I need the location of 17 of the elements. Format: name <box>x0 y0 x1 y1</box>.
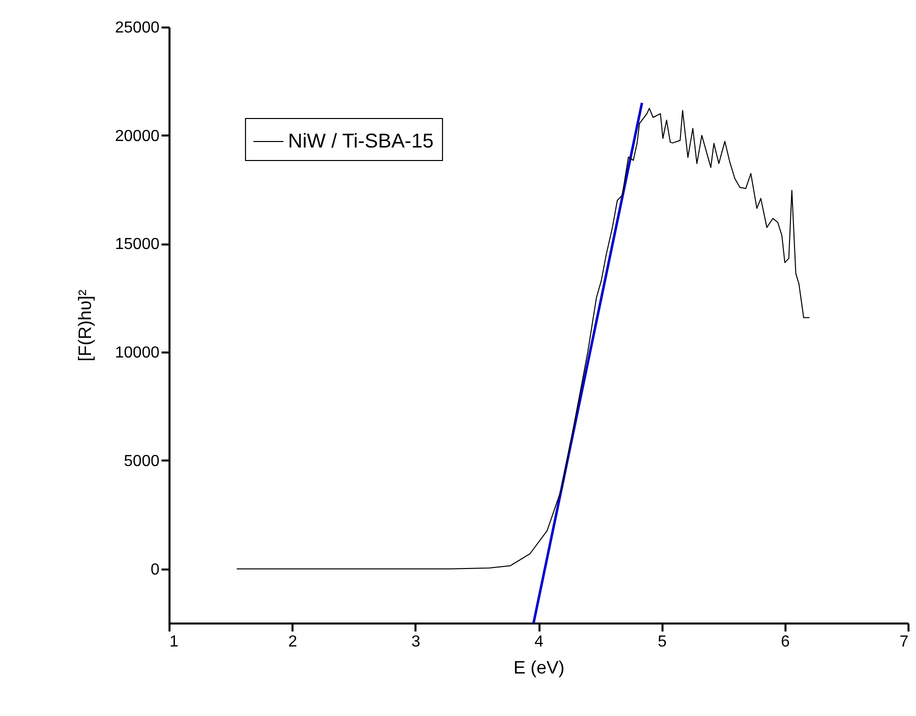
y-tick-label: 5000 <box>124 452 160 470</box>
x-tick-label: 7 <box>900 634 909 650</box>
y-tick-label: 25000 <box>115 20 160 36</box>
y-tick-label: 0 <box>150 561 160 578</box>
x-tick-label: 2 <box>288 634 298 650</box>
x-tick-label: 6 <box>780 634 790 650</box>
x-tick-label: 4 <box>534 634 544 650</box>
line-series <box>236 108 810 570</box>
y-tick-label: 20000 <box>115 128 160 145</box>
y-tick-label: 15000 <box>115 236 160 254</box>
x-axis-title: E (eV) <box>513 658 565 678</box>
x-tick-label: 3 <box>411 634 420 650</box>
legend-label: NiW / Ti-SBA-15 <box>288 130 434 152</box>
y-tick-label: 10000 <box>115 344 160 362</box>
y-axis-title: [F(R)hυ]² <box>75 290 96 362</box>
x-tick-label: 1 <box>170 634 178 650</box>
x-tick-label: 5 <box>658 634 667 650</box>
